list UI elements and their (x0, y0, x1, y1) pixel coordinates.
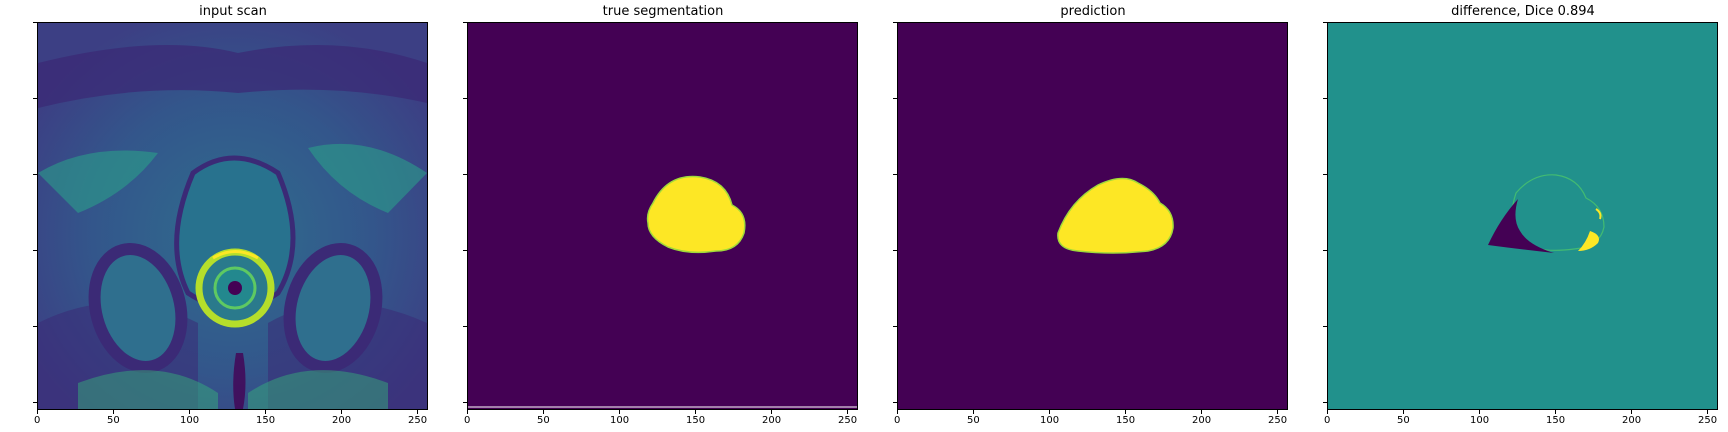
panel-title: true segmentation (602, 4, 724, 19)
image-axes (897, 22, 1288, 410)
prediction-mask-image (898, 23, 1287, 409)
x-tick-label: 100 (1040, 415, 1060, 426)
x-tick-label: 50 (1397, 415, 1410, 426)
mri-scan-image (38, 23, 427, 409)
x-tick-label: 250 (1268, 415, 1288, 426)
x-tick-label: 100 (180, 415, 200, 426)
x-tick-label: 50 (967, 415, 980, 426)
x-tick-label: 150 (1116, 415, 1136, 426)
x-tick-label: 0 (34, 415, 41, 426)
x-tick-label: 250 (408, 415, 428, 426)
x-tick-label: 0 (894, 415, 901, 426)
x-tick-label: 0 (464, 415, 471, 426)
image-axes (37, 22, 428, 410)
true-mask-image (468, 23, 857, 409)
x-tick-label: 250 (838, 415, 858, 426)
x-tick-label: 200 (1192, 415, 1212, 426)
x-tick-label: 100 (610, 415, 630, 426)
x-tick-label: 200 (762, 415, 782, 426)
panel-title: difference, Dice 0.894 (1451, 4, 1595, 19)
x-tick-label: 150 (256, 415, 276, 426)
x-tick-label: 50 (107, 415, 120, 426)
panel-title: input scan (199, 4, 267, 19)
x-tick-label: 50 (537, 415, 550, 426)
image-axes (467, 22, 858, 410)
panel-title: prediction (1060, 4, 1126, 19)
x-tick-label: 200 (1622, 415, 1642, 426)
x-tick-label: 0 (1324, 415, 1331, 426)
x-tick-label: 200 (332, 415, 352, 426)
x-tick-label: 150 (1546, 415, 1566, 426)
x-tick-label: 150 (686, 415, 706, 426)
x-tick-label: 250 (1698, 415, 1718, 426)
image-axes (1327, 22, 1718, 410)
x-tick-label: 100 (1470, 415, 1490, 426)
difference-mask-image (1328, 23, 1717, 409)
